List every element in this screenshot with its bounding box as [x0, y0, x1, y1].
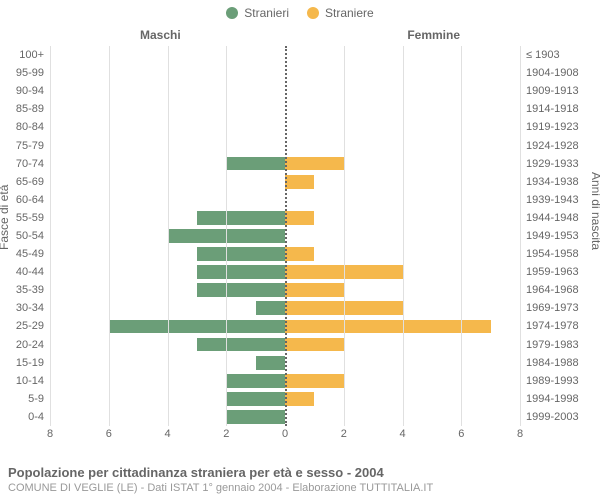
grid-line — [226, 46, 227, 426]
legend-label-male: Stranieri — [244, 6, 289, 20]
bar-male — [109, 320, 285, 334]
bar-male — [226, 410, 285, 424]
birth-label: 1974-1978 — [522, 317, 600, 335]
x-tick-label: 2 — [341, 428, 347, 440]
age-label: 95-99 — [0, 64, 48, 82]
grid-line — [461, 46, 462, 426]
bar-female — [285, 211, 314, 225]
bar-female — [285, 374, 344, 388]
bar-male — [197, 338, 285, 352]
age-label: 15-19 — [0, 354, 48, 372]
birth-label: 1929-1933 — [522, 155, 600, 173]
bar-male — [256, 301, 285, 315]
age-label: 100+ — [0, 46, 48, 64]
age-label: 60-64 — [0, 191, 48, 209]
legend-item-female: Straniere — [307, 6, 374, 20]
age-label: 35-39 — [0, 281, 48, 299]
birth-label: 1954-1958 — [522, 245, 600, 263]
grid-line — [50, 46, 51, 426]
birth-label: 1909-1913 — [522, 82, 600, 100]
birth-axis-labels: ≤ 19031904-19081909-19131914-19181919-19… — [522, 46, 600, 426]
caption: Popolazione per cittadinanza straniera p… — [8, 465, 592, 494]
bar-male — [256, 356, 285, 370]
legend-swatch-female — [307, 7, 319, 19]
age-label: 45-49 — [0, 245, 48, 263]
bar-female — [285, 338, 344, 352]
x-tick-label: 2 — [223, 428, 229, 440]
birth-label: 1964-1968 — [522, 281, 600, 299]
bar-male — [197, 283, 285, 297]
age-label: 80-84 — [0, 118, 48, 136]
grid-line — [403, 46, 404, 426]
bar-female — [285, 320, 491, 334]
bar-male — [197, 265, 285, 279]
birth-label: ≤ 1903 — [522, 46, 600, 64]
birth-label: 1999-2003 — [522, 408, 600, 426]
x-tick-label: 8 — [47, 428, 53, 440]
birth-label: 1959-1963 — [522, 263, 600, 281]
bar-female — [285, 157, 344, 171]
birth-label: 1949-1953 — [522, 227, 600, 245]
legend-swatch-male — [226, 7, 238, 19]
age-label: 25-29 — [0, 317, 48, 335]
grid-line — [344, 46, 345, 426]
x-tick-label: 6 — [458, 428, 464, 440]
x-tick-label: 4 — [164, 428, 170, 440]
age-label: 5-9 — [0, 390, 48, 408]
birth-label: 1944-1948 — [522, 209, 600, 227]
age-label: 40-44 — [0, 263, 48, 281]
birth-label: 1984-1988 — [522, 354, 600, 372]
bar-female — [285, 247, 314, 261]
age-label: 30-34 — [0, 299, 48, 317]
x-axis: 8 6 4 2 0 2 4 6 8 — [50, 428, 520, 442]
birth-label: 1969-1973 — [522, 299, 600, 317]
age-label: 0-4 — [0, 408, 48, 426]
bar-female — [285, 175, 314, 189]
legend: Stranieri Straniere — [0, 0, 600, 24]
bar-male — [226, 374, 285, 388]
grid-line — [520, 46, 521, 426]
x-tick-label: 0 — [282, 428, 288, 440]
bar-female — [285, 392, 314, 406]
caption-subtitle: COMUNE DI VEGLIE (LE) - Dati ISTAT 1° ge… — [8, 482, 592, 494]
x-tick-label: 8 — [517, 428, 523, 440]
age-label: 75-79 — [0, 136, 48, 154]
age-axis-labels: 100+95-9990-9485-8980-8475-7970-7465-696… — [0, 46, 48, 426]
bar-female — [285, 283, 344, 297]
birth-label: 1904-1908 — [522, 64, 600, 82]
legend-item-male: Stranieri — [226, 6, 289, 20]
age-label: 20-24 — [0, 336, 48, 354]
side-title-male: Maschi — [140, 28, 181, 42]
plot-area — [50, 46, 520, 426]
bar-male — [197, 211, 285, 225]
birth-label: 1939-1943 — [522, 191, 600, 209]
birth-label: 1924-1928 — [522, 136, 600, 154]
legend-label-female: Straniere — [325, 6, 374, 20]
x-tick-label: 4 — [399, 428, 405, 440]
bar-male — [226, 392, 285, 406]
age-label: 50-54 — [0, 227, 48, 245]
birth-label: 1934-1938 — [522, 173, 600, 191]
bar-male — [197, 247, 285, 261]
side-title-female: Femmine — [407, 28, 460, 42]
age-label: 65-69 — [0, 173, 48, 191]
bar-male — [226, 157, 285, 171]
age-label: 10-14 — [0, 372, 48, 390]
axis-zero-line — [285, 46, 287, 426]
caption-title: Popolazione per cittadinanza straniera p… — [8, 465, 592, 480]
age-label: 90-94 — [0, 82, 48, 100]
birth-label: 1919-1923 — [522, 118, 600, 136]
grid-line — [109, 46, 110, 426]
grid-line — [168, 46, 169, 426]
birth-label: 1914-1918 — [522, 100, 600, 118]
age-label: 85-89 — [0, 100, 48, 118]
birth-label: 1989-1993 — [522, 372, 600, 390]
birth-label: 1994-1998 — [522, 390, 600, 408]
x-tick-label: 6 — [106, 428, 112, 440]
age-label: 70-74 — [0, 155, 48, 173]
age-label: 55-59 — [0, 209, 48, 227]
population-pyramid-chart: Stranieri Straniere Maschi Femmine Fasce… — [0, 0, 600, 500]
birth-label: 1979-1983 — [522, 336, 600, 354]
